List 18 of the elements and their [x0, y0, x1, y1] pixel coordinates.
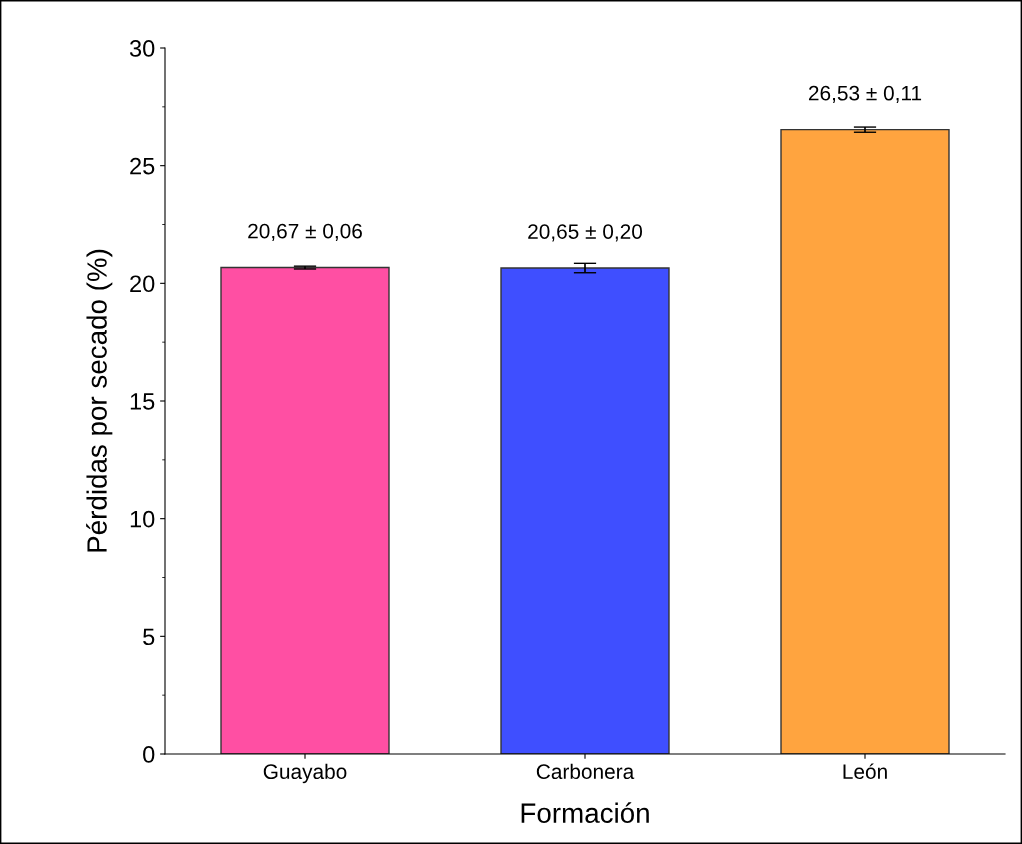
y-axis-title: Pérdidas por secado (%) [86, 249, 113, 552]
y-tick-label: 15 [130, 393, 155, 410]
data-label: 20,65 ± 0,20 [528, 224, 643, 242]
data-label: 26,53 ± 0,11 [808, 85, 922, 103]
y-tick-label: 25 [130, 157, 155, 175]
bar [220, 266, 390, 754]
x-tick-label: Guayabo [263, 763, 347, 784]
y-tick-label: 5 [143, 628, 155, 646]
y-tick-label: 30 [129, 40, 155, 57]
y-tick-label: 20 [130, 275, 155, 293]
x-axis-title: Formación [521, 802, 649, 823]
y-tick-label: 10 [130, 510, 155, 528]
x-tick-label: León [843, 763, 887, 780]
bar [500, 267, 670, 754]
x-tick-label: Carbonera [536, 763, 635, 780]
y-tick-label: 0 [143, 746, 155, 763]
data-label: 20,67 ± 0,06 [248, 223, 362, 241]
bar [780, 128, 950, 754]
